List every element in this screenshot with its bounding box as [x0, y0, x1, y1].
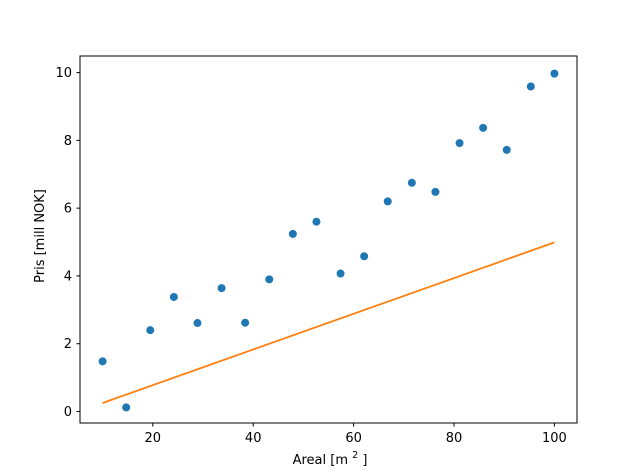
- y-tick-label: 8: [64, 134, 72, 149]
- x-axis-label-pre: Areal [m: [293, 453, 348, 468]
- y-tick-label: 0: [64, 405, 72, 420]
- scatter-point: [98, 357, 107, 366]
- scatter-point: [526, 82, 535, 91]
- scatter-point: [455, 139, 464, 148]
- x-axis-label-post: ]: [362, 453, 367, 468]
- plot-series: [98, 69, 559, 412]
- y-axis-label: Pris [mill NOK]: [33, 189, 48, 283]
- x-axis-label-sup: 2: [352, 450, 358, 461]
- x-tick-label: 40: [245, 431, 262, 446]
- scatter-point: [146, 326, 155, 335]
- x-tick-label: 20: [145, 431, 162, 446]
- plot-area: [79, 55, 578, 424]
- y-tick-label: 10: [55, 66, 72, 81]
- scatter-point: [122, 403, 131, 412]
- x-tick-label: 60: [345, 431, 362, 446]
- scatter-point: [383, 197, 392, 206]
- x-axis: 20 40 60 80 100: [145, 423, 567, 446]
- scatter-point: [193, 319, 202, 328]
- scatter-point: [217, 284, 226, 293]
- y-tick-label: 4: [64, 269, 72, 284]
- scatter-point: [479, 123, 488, 132]
- scatter-point: [407, 178, 416, 187]
- scatter-point: [502, 145, 511, 154]
- scatter-point: [288, 229, 297, 238]
- trend-line: [102, 241, 555, 404]
- y-tick-label: 6: [64, 202, 72, 217]
- y-tick-label: 2: [64, 337, 72, 352]
- x-tick-label: 100: [542, 431, 567, 446]
- scatter-point: [550, 69, 559, 78]
- x-tick-label: 80: [446, 431, 463, 446]
- scatter-point: [265, 275, 274, 284]
- scatter-point: [241, 318, 250, 327]
- scatter-point: [169, 292, 178, 301]
- x-axis-label: Areal [m 2 ]: [293, 447, 368, 468]
- y-axis: 0 2 4 6 8 10: [55, 66, 80, 420]
- scatter-point: [431, 187, 440, 196]
- scatter-point: [360, 252, 369, 261]
- scatter-point: [312, 217, 321, 226]
- scatter-point: [336, 269, 345, 278]
